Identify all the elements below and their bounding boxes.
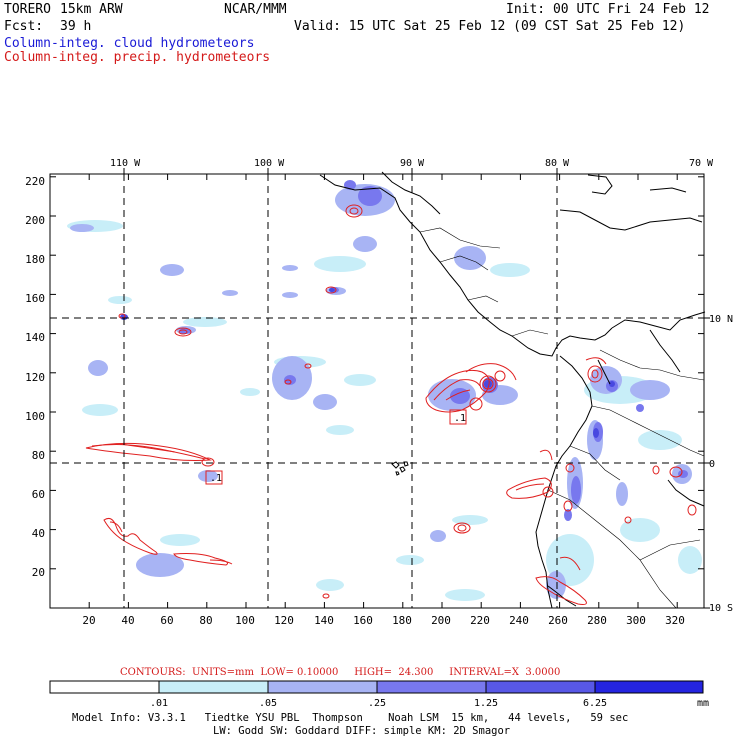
model-resolution: 15km ARW	[60, 2, 123, 17]
precip-contours	[85, 204, 697, 605]
legend-swatch-5	[594, 680, 704, 694]
x-tick-120: 120	[274, 614, 294, 627]
x-tick-220: 220	[470, 614, 490, 627]
y-tick-100: 100	[25, 410, 45, 423]
lat-label-10n: 10 N	[709, 314, 733, 325]
legend-swatch-2	[267, 680, 378, 694]
x-tick-160: 160	[353, 614, 373, 627]
lon-label-70w: 70 W	[689, 158, 714, 169]
y-tick-140: 140	[25, 331, 45, 344]
y-tick-200: 200	[25, 214, 45, 227]
field-cloud-label: Column-integ. cloud hydrometeors	[4, 36, 255, 51]
x-tick-140: 140	[314, 614, 334, 627]
org-label: NCAR/MMM	[224, 2, 287, 17]
high-low-mark-2: .1	[454, 413, 466, 424]
forecast-hour: 39 h	[60, 19, 92, 34]
high-low-mark-1: .1	[210, 473, 222, 484]
field-precip-label: Column-integ. precip. hydrometeors	[4, 50, 271, 65]
model-info-line1: Model Info: V3.3.1 Tiedtke YSU PBL Thomp…	[72, 712, 628, 724]
y-tick-180: 180	[25, 253, 45, 266]
x-tick-20: 20	[82, 614, 95, 627]
y-tick-160: 160	[25, 292, 45, 305]
model-info-line2: LW: Godd SW: Goddard DIFF: simple KM: 2D…	[213, 725, 510, 737]
lat-label-10s: 10 S	[709, 603, 733, 614]
valid-time: Valid: 15 UTC Sat 25 Feb 12 (09 CST Sat …	[294, 19, 686, 34]
coastlines	[319, 171, 706, 609]
axis-ticks	[49, 168, 710, 609]
galapagos-islands	[391, 461, 409, 476]
y-tick-220: 220	[25, 175, 45, 188]
y-tick-40: 40	[32, 527, 45, 540]
legend-label-3: 1.25	[474, 698, 498, 709]
x-tick-100: 100	[235, 614, 255, 627]
legend-swatch-4	[485, 680, 596, 694]
contour-info: CONTOURS: UNITS=mm LOW= 0.10000 HIGH= 24…	[120, 667, 560, 678]
y-tick-60: 60	[32, 488, 45, 501]
legend-swatch-3	[376, 680, 487, 694]
lat-label-0: 0	[709, 459, 715, 470]
x-tick-200: 200	[431, 614, 451, 627]
lon-label-90w: 90 W	[400, 158, 425, 169]
legend-label-0: .01	[150, 698, 168, 709]
x-tick-180: 180	[392, 614, 412, 627]
map-frame	[49, 173, 705, 609]
legend-units: mm	[697, 698, 709, 709]
init-time: Init: 00 UTC Fri 24 Feb 12	[506, 2, 710, 17]
color-legend	[49, 680, 704, 694]
y-tick-80: 80	[32, 449, 45, 462]
lon-label-80w: 80 W	[545, 158, 570, 169]
x-tick-260: 260	[548, 614, 568, 627]
forecast-label: Fcst:	[4, 19, 44, 34]
y-tick-120: 120	[25, 371, 45, 384]
marker-box-1	[205, 470, 223, 485]
x-tick-80: 80	[199, 614, 212, 627]
legend-label-2: .25	[368, 698, 386, 709]
x-tick-240: 240	[509, 614, 529, 627]
legend-swatch-1	[158, 680, 269, 694]
legend-label-1: .05	[259, 698, 277, 709]
legend-swatch-0	[49, 680, 160, 694]
model-name: TORERO	[4, 2, 51, 17]
x-tick-320: 320	[665, 614, 685, 627]
marker-box-2	[449, 409, 467, 425]
lon-label-110w: 110 W	[110, 158, 141, 169]
x-tick-280: 280	[587, 614, 607, 627]
lon-label-100w: 100 W	[254, 158, 285, 169]
y-tick-20: 20	[32, 566, 45, 579]
legend-label-4: 6.25	[583, 698, 607, 709]
country-borders	[419, 227, 705, 609]
cloud-shading	[67, 180, 702, 601]
x-tick-60: 60	[160, 614, 173, 627]
x-tick-300: 300	[626, 614, 646, 627]
latlon-grid	[50, 174, 704, 608]
x-tick-40: 40	[121, 614, 134, 627]
